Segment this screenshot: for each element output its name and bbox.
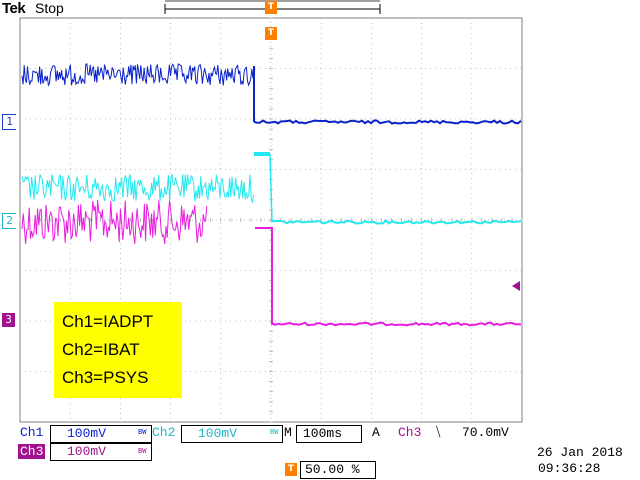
ch2-waveform-idle	[271, 219, 522, 225]
ch3-waveform-idle	[271, 321, 522, 327]
signal-legend: Ch1=IADPT Ch2=IBAT Ch3=PSYS	[54, 302, 182, 398]
time: 09:36:28	[538, 461, 601, 476]
trigger-level: 70.0mV	[462, 425, 509, 440]
timebase-value: 100ms	[303, 426, 343, 441]
legend-ch3: Ch3=PSYS	[62, 368, 149, 387]
brand-logo: Tek	[2, 0, 26, 17]
channel-3-marker[interactable]: 3	[2, 313, 15, 327]
ch1-bw-limit: BW	[138, 428, 147, 436]
trigger-mode: A	[372, 425, 380, 440]
legend-ch2: Ch2=IBAT	[62, 340, 140, 359]
ch2-scale: 100mV	[198, 426, 238, 441]
ch1-waveform-active	[21, 63, 254, 87]
ch1-scale: 100mV	[67, 426, 107, 441]
acquisition-state: Stop	[35, 0, 64, 16]
trigger-position-icon: T	[265, 27, 277, 40]
ch3-scale-box[interactable]: 100mV	[50, 443, 152, 461]
trigger-position-readout-icon: T	[285, 463, 297, 476]
legend-ch1: Ch1=IADPT	[62, 312, 154, 331]
ch2-label: Ch2	[152, 425, 176, 440]
channel-2-marker[interactable]: 2	[2, 213, 16, 229]
timebase-label: M	[284, 425, 292, 440]
trigger-position-box[interactable]: 50.00 %	[300, 461, 376, 479]
date: 26 Jan 2018	[537, 445, 623, 460]
ch3-waveform-active	[21, 200, 208, 244]
ch3-transition	[255, 227, 273, 325]
ch2-scale-box[interactable]: 100mV	[181, 425, 283, 443]
ch1-waveform-idle	[253, 119, 522, 125]
ch2-transition	[269, 153, 273, 223]
ch3-scale: 100mV	[67, 444, 107, 459]
trigger-level-arrow	[512, 281, 520, 291]
trigger-slope-icon: ⧹	[436, 425, 441, 440]
ch1-label: Ch1	[20, 425, 44, 440]
channel-1-marker[interactable]: 1	[2, 114, 16, 130]
waveform-traces	[21, 63, 522, 327]
trigger-position-top-icon: T	[265, 1, 277, 14]
ch2-waveform-active	[21, 174, 255, 204]
ch3-label: Ch3	[18, 444, 46, 459]
ch3-bw-limit: BW	[138, 447, 147, 455]
timebase-box[interactable]: 100ms	[296, 425, 362, 443]
trigger-position: 50.00 %	[305, 462, 360, 477]
ch2-bw-limit: BW	[270, 428, 279, 436]
trigger-source: Ch3	[398, 425, 422, 440]
ch1-scale-box[interactable]: 100mV	[50, 425, 152, 443]
